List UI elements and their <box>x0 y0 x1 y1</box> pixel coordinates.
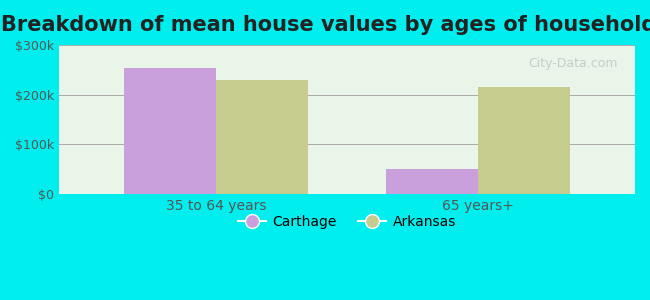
Title: Breakdown of mean house values by ages of householders: Breakdown of mean house values by ages o… <box>1 15 650 35</box>
Bar <box>216 80 307 194</box>
Bar <box>124 68 216 194</box>
Bar <box>478 87 569 194</box>
Legend: Carthage, Arkansas: Carthage, Arkansas <box>233 210 462 235</box>
Text: City-Data.com: City-Data.com <box>528 57 618 70</box>
Bar <box>386 169 478 194</box>
